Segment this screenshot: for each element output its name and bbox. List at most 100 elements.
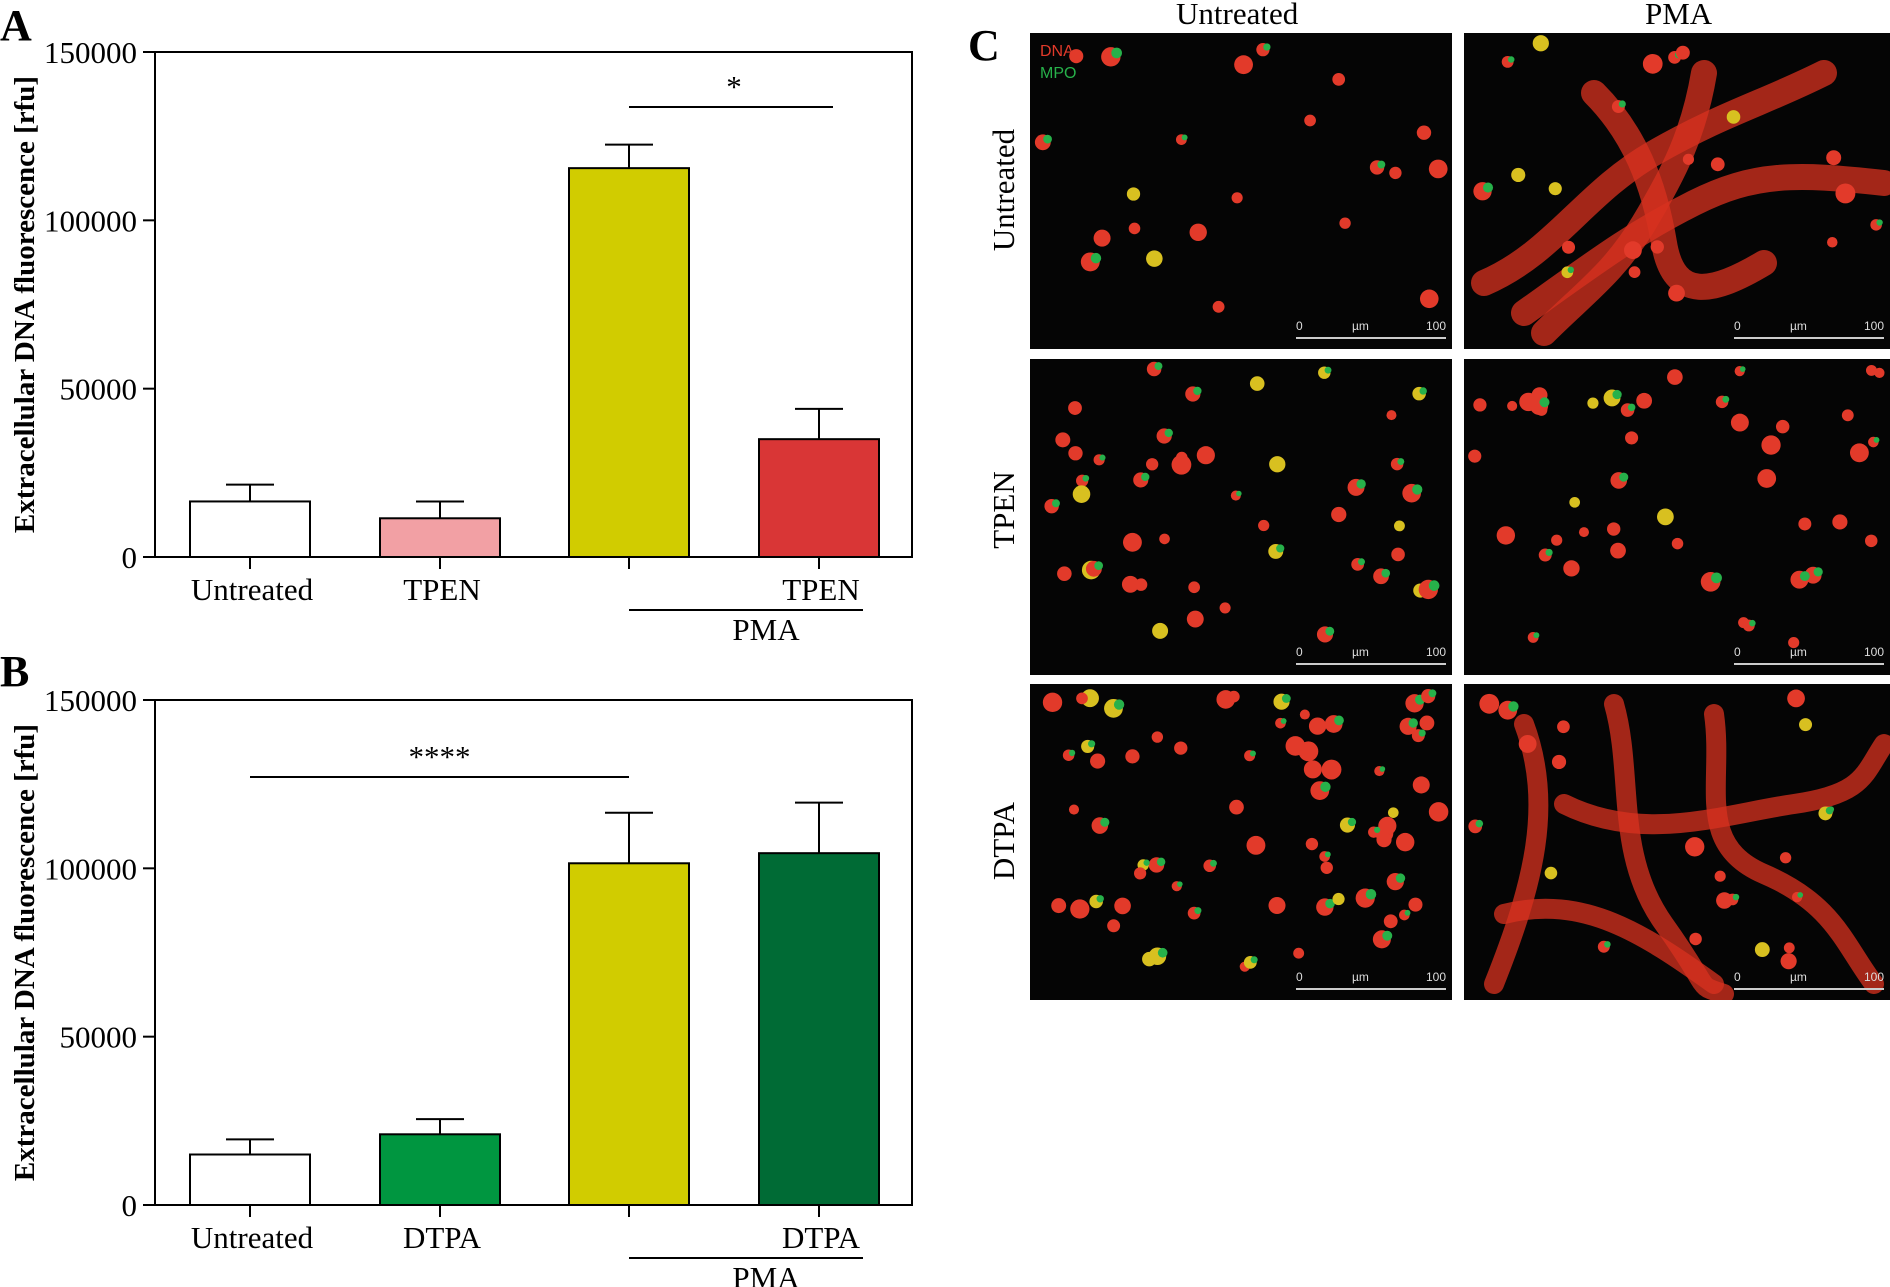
y-axis-label: Extracellular DNA fluorescence [rfu] <box>9 724 41 1181</box>
column-label-pma: PMA <box>1645 0 1713 31</box>
mpo-signal <box>1177 881 1183 887</box>
mpo-signal <box>1164 428 1173 438</box>
mpo-signal <box>1094 561 1104 570</box>
mpo-signal <box>1157 947 1168 958</box>
cell <box>1468 449 1482 463</box>
mpo-signal <box>1428 580 1440 591</box>
cell <box>1757 469 1777 488</box>
y-tick-label: 0 <box>122 1188 138 1223</box>
column-label-untreated: Untreated <box>1176 0 1299 31</box>
mpo-signal <box>1612 389 1622 400</box>
bar <box>379 517 501 558</box>
y-tick-label: 50000 <box>60 1020 138 1055</box>
cell <box>1321 759 1342 780</box>
cell <box>1152 622 1169 639</box>
scale-unit: µm <box>1352 970 1369 984</box>
mpo-signal <box>1374 826 1381 834</box>
net-strand <box>1531 60 1717 346</box>
cell <box>1625 431 1639 445</box>
micrograph-untreated-untreated: DNA MPO 0 µm 100 <box>1030 33 1452 349</box>
mpo-signal <box>1813 567 1823 577</box>
net-strand <box>1511 164 1890 326</box>
cell <box>1122 532 1142 552</box>
cell <box>1376 832 1392 848</box>
cell <box>1636 392 1653 409</box>
cell <box>1714 870 1726 882</box>
cell <box>1779 852 1792 864</box>
cell <box>1569 496 1581 508</box>
y-tick-label: 50000 <box>60 372 138 407</box>
cell <box>1865 364 1877 376</box>
mpo-signal <box>1749 619 1756 627</box>
scale-unit: µm <box>1352 319 1369 333</box>
scale-bar: 0 µm 100 <box>1296 319 1446 343</box>
cell <box>1293 947 1305 959</box>
cell <box>1754 942 1770 958</box>
x-tick-label: Untreated <box>191 572 314 607</box>
cell <box>1667 369 1683 385</box>
mpo-signal <box>1236 490 1242 497</box>
cell <box>1299 709 1310 720</box>
bar <box>758 852 880 1207</box>
mpo-signal <box>1141 472 1150 482</box>
bar <box>189 1153 311 1206</box>
cell <box>1171 454 1192 475</box>
cell <box>1234 55 1253 75</box>
mpo-signal <box>1627 403 1636 412</box>
mpo-signal <box>1320 781 1331 793</box>
cell <box>1841 409 1854 422</box>
mpo-signal <box>1876 219 1883 226</box>
cell <box>1532 35 1549 52</box>
cell <box>1428 802 1449 822</box>
cell <box>1134 867 1147 880</box>
scale-bar: 0 µm 100 <box>1734 645 1884 669</box>
cell <box>1428 159 1448 179</box>
mpo-signal <box>1347 817 1357 827</box>
y-tick-label: 0 <box>122 540 138 575</box>
row-label-dtpa: DTPA <box>986 801 1021 881</box>
mpo-signal <box>1508 701 1519 712</box>
cell <box>1419 715 1435 731</box>
scale-end: 100 <box>1863 319 1884 333</box>
cell <box>1642 53 1663 74</box>
cell <box>1710 157 1725 172</box>
mpo-signal <box>1711 572 1722 584</box>
mpo-signal <box>1156 857 1166 867</box>
significance-label: **** <box>409 739 471 774</box>
micrograph-image <box>1034 43 1448 313</box>
mpo-signal <box>1404 909 1411 916</box>
cell <box>1387 807 1399 818</box>
mpo-signal <box>1113 699 1125 710</box>
mpo-signal <box>1732 893 1740 901</box>
cell <box>1668 284 1685 302</box>
panel-letter: A <box>0 1 32 50</box>
cell <box>1174 741 1188 755</box>
mpo-signal <box>1356 479 1366 489</box>
cell <box>1246 835 1266 855</box>
mpo-signal <box>1873 437 1880 443</box>
cell <box>1408 897 1423 912</box>
mpo-signal <box>1722 395 1730 403</box>
mpo-signal <box>1263 43 1271 51</box>
cell <box>1563 560 1580 577</box>
mpo-signal <box>1143 859 1150 866</box>
cell <box>1268 897 1286 915</box>
mpo-signal <box>1567 266 1575 274</box>
cell <box>1090 753 1106 769</box>
cell <box>1042 692 1063 713</box>
scale-start: 0 <box>1296 319 1303 333</box>
mpo-signal <box>1797 892 1804 898</box>
mpo-signal <box>1604 941 1611 948</box>
y-axis-label: Extracellular DNA fluorescence [rfu] <box>9 76 41 533</box>
cell <box>1055 432 1071 448</box>
cell <box>1675 45 1690 60</box>
cell <box>1231 192 1243 204</box>
cell <box>1798 517 1812 531</box>
cell <box>1304 114 1316 127</box>
mpo-signal <box>1418 729 1426 737</box>
scale-start: 0 <box>1734 319 1741 333</box>
x-tick-label: TPEN <box>782 572 860 607</box>
x-tick-label: DTPA <box>403 1220 482 1255</box>
scale-bar: 0 µm 100 <box>1734 319 1884 343</box>
cell <box>1682 153 1695 165</box>
